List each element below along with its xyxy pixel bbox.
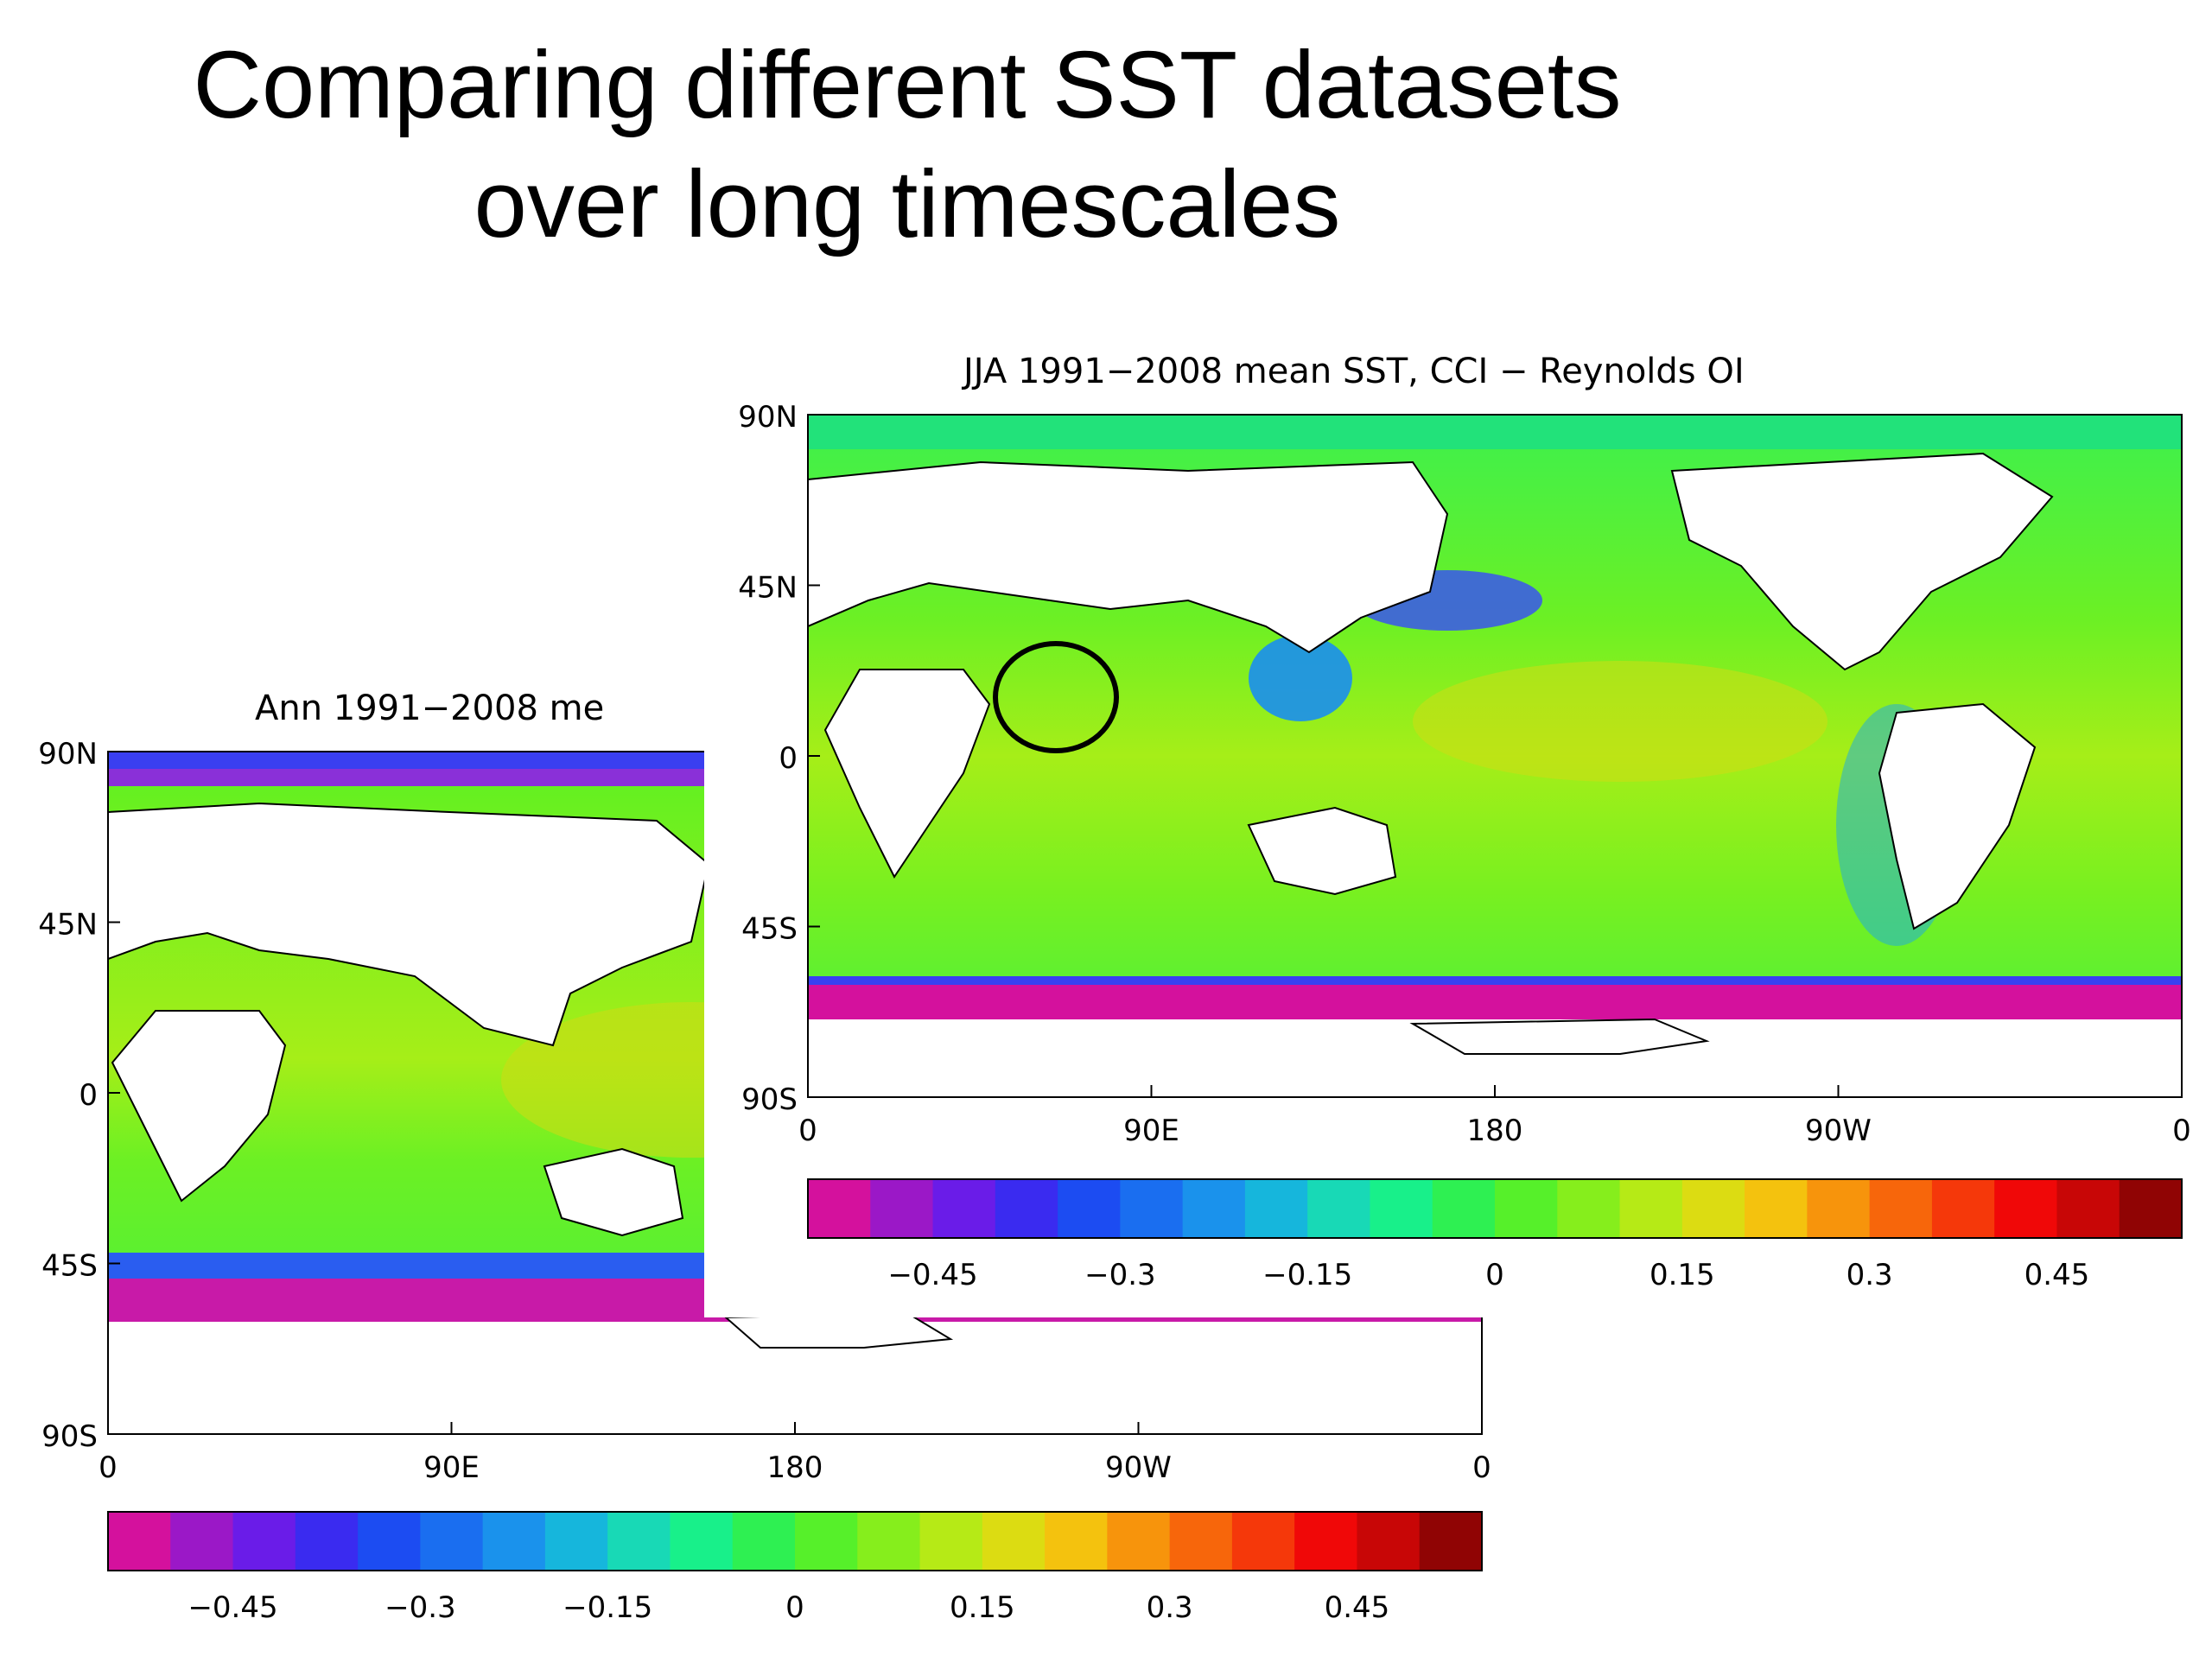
jja-colorbar-label: 0.15 [1649, 1258, 1715, 1292]
jja-colorbar-frame [807, 1178, 2183, 1239]
annual-colorbar-frame [107, 1511, 1483, 1571]
annual-colorbar-swatch [1357, 1512, 1421, 1571]
jja-colorbar [807, 1178, 2183, 1239]
jja-lat-axis: 90N 45N 0 45S 90S [738, 400, 820, 1117]
jja-colorbar-swatch [1994, 1179, 2057, 1238]
jja-colorbar-label: 0 [1485, 1258, 1504, 1292]
annual-colorbar-swatch [1045, 1512, 1108, 1571]
annual-colorbar-swatch [358, 1512, 421, 1571]
annual-lat-label: 90S [41, 1419, 98, 1454]
annual-lon-label: 90W [1105, 1450, 1172, 1485]
annual-colorbar-labels: −0.45 −0.3 −0.15 0 0.15 0.3 0.45 [188, 1590, 1389, 1625]
annual-colorbar-swatch [607, 1512, 671, 1571]
annual-lat-label: 0 [79, 1078, 98, 1113]
annual-colorbar-swatch [1107, 1512, 1171, 1571]
annual-colorbar-swatch [420, 1512, 484, 1571]
jja-colorbar-swatch [1432, 1179, 1496, 1238]
annual-colorbar-swatch [670, 1512, 734, 1571]
annual-colorbar-swatch [295, 1512, 359, 1571]
annual-colorbar-swatch [919, 1512, 983, 1571]
annual-colorbar-swatch [732, 1512, 796, 1571]
jja-colorbar-swatch [1931, 1179, 1995, 1238]
jja-colorbar-swatch [870, 1179, 934, 1238]
slide-title-line-1: Comparing different SST datasets [193, 32, 1622, 138]
jja-colorbar-swatch [1807, 1179, 1871, 1238]
annual-colorbar-label: 0.45 [1325, 1590, 1390, 1625]
annual-colorbar-label: −0.3 [385, 1590, 456, 1625]
annual-lat-axis: 90N 45N 0 45S 90S [38, 737, 120, 1454]
annual-lat-label: 45N [38, 908, 98, 943]
jja-colorbar-label: 0.3 [1847, 1258, 1893, 1292]
annual-colorbar-swatch [1419, 1512, 1483, 1571]
annual-colorbar-label: −0.15 [563, 1590, 652, 1625]
annual-lat-label: 45S [41, 1249, 98, 1284]
jja-colorbar-label: −0.45 [887, 1258, 977, 1292]
annual-colorbar-swatch [982, 1512, 1046, 1571]
annual-colorbar-label: 0.3 [1147, 1590, 1193, 1625]
jja-lat-label: 90N [738, 400, 798, 435]
jja-colorbar-label: −0.3 [1084, 1258, 1156, 1292]
jja-lon-axis: 0 90E 180 90W 0 [798, 1085, 2191, 1148]
annual-colorbar-label: −0.45 [188, 1590, 277, 1625]
annual-colorbar-label: 0 [785, 1590, 804, 1625]
jja-colorbar-swatch [2056, 1179, 2120, 1238]
jja-colorbar-label: 0.45 [2024, 1258, 2090, 1292]
annual-colorbar-swatch [544, 1512, 608, 1571]
jja-lon-label: 0 [2172, 1114, 2191, 1148]
jja-colorbar-swatch [808, 1179, 871, 1238]
jja-colorbar-swatch [1745, 1179, 1808, 1238]
annual-colorbar-swatch [857, 1512, 921, 1571]
annual-colorbar-swatch [170, 1512, 234, 1571]
jja-colorbar-swatch [1244, 1179, 1308, 1238]
jja-colorbar-swatch [1869, 1179, 1933, 1238]
annual-colorbar-swatch [108, 1512, 171, 1571]
jja-colorbar-swatch [1557, 1179, 1621, 1238]
annual-lat-label: 90N [38, 737, 98, 771]
highlight-circle-arabian-sea [993, 641, 1119, 753]
jja-lon-label: 90E [1123, 1114, 1179, 1148]
jja-colorbar-labels: −0.45 −0.3 −0.15 0 0.15 0.3 0.45 [887, 1258, 2089, 1292]
slide-title-line-2: over long timescales [474, 151, 1341, 257]
annual-colorbar-label: 0.15 [950, 1590, 1015, 1625]
annual-lon-label: 0 [99, 1450, 118, 1485]
jja-colorbar-swatch [1120, 1179, 1184, 1238]
jja-lat-label: 45S [741, 912, 798, 947]
jja-colorbar-swatch [932, 1179, 996, 1238]
jja-colorbar-label: −0.15 [1262, 1258, 1352, 1292]
annual-colorbar-swatch [1169, 1512, 1233, 1571]
jja-lon-label: 90W [1805, 1114, 1872, 1148]
jja-colorbar-swatch [1681, 1179, 1745, 1238]
annual-lon-axis: 0 90E 180 90W 0 [99, 1422, 1491, 1485]
jja-lat-label: 45N [738, 571, 798, 606]
annual-colorbar-swatch [482, 1512, 546, 1571]
jja-colorbar-swatch [1495, 1179, 1558, 1238]
jja-lon-label: 180 [1467, 1114, 1523, 1148]
annual-map-title: Ann 1991−2008 me [255, 689, 604, 728]
annual-colorbar [107, 1511, 1483, 1571]
jja-map-panel: JJA 1991−2008 mean SST, CCI − Reynolds O… [704, 341, 2212, 1317]
slide-title: Comparing different SST datasets over lo… [0, 26, 1815, 264]
annual-colorbar-swatch [1231, 1512, 1295, 1571]
jja-colorbar-swatch [2119, 1179, 2183, 1238]
jja-map-figure: JJA 1991−2008 mean SST, CCI − Reynolds O… [738, 352, 2191, 1292]
jja-lat-label: 90S [741, 1082, 798, 1117]
jja-colorbar-swatch [1182, 1179, 1246, 1238]
annual-colorbar-swatch [795, 1512, 858, 1571]
jja-colorbar-swatch [1058, 1179, 1121, 1238]
jja-lon-label: 0 [798, 1114, 817, 1148]
jja-map-title: JJA 1991−2008 mean SST, CCI − Reynolds O… [961, 352, 1745, 391]
jja-colorbar-swatch [1370, 1179, 1433, 1238]
jja-colorbar-swatch [1307, 1179, 1370, 1238]
jja-colorbar-swatch [1619, 1179, 1683, 1238]
annual-colorbar-swatch [1294, 1512, 1357, 1571]
annual-lon-label: 90E [423, 1450, 480, 1485]
jja-colorbar-swatch [995, 1179, 1058, 1238]
jja-sst-field [808, 415, 2182, 1097]
annual-lon-label: 180 [767, 1450, 823, 1485]
jja-lat-label: 0 [779, 741, 798, 776]
annual-lon-label: 0 [1472, 1450, 1491, 1485]
annual-colorbar-swatch [232, 1512, 296, 1571]
